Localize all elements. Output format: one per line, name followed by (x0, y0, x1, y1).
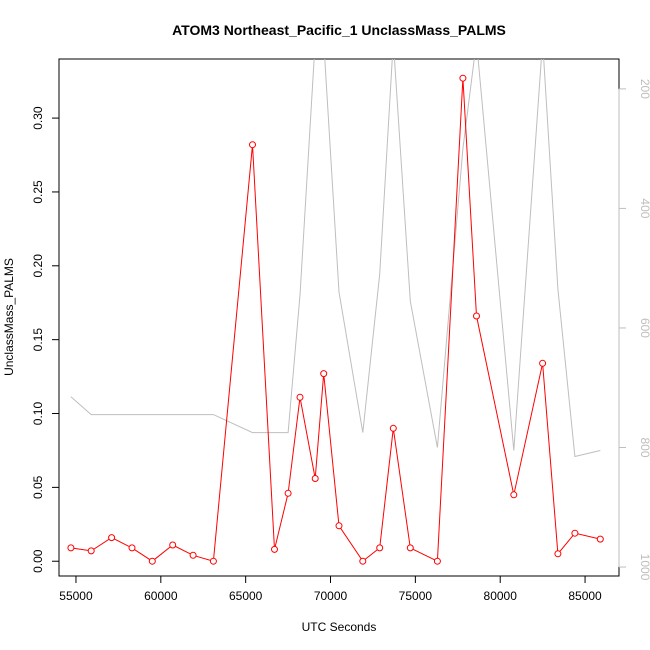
data-point (335, 522, 343, 530)
plot-area (67, 59, 604, 565)
y-axis-right: 200 400 600 800 1000 (618, 79, 650, 581)
data-point (406, 544, 414, 552)
data-point (189, 551, 197, 559)
y-tick-label: 0.00 (31, 549, 45, 573)
y-tick-label: 0.25 (31, 180, 45, 204)
chart-title: ATOM3 Northeast_Pacific_1 UnclassMass_PA… (172, 22, 506, 38)
data-point (473, 312, 480, 320)
y-axis-label: UnclassMass_PALMS (2, 258, 16, 376)
data-point (311, 475, 319, 482)
data-point (284, 489, 292, 497)
x-tick-label: 60000 (144, 589, 178, 603)
data-point (271, 545, 278, 553)
y2-tick-label: 600 (638, 318, 650, 338)
data-point (510, 491, 518, 499)
data-point (376, 544, 384, 552)
series-line (70, 78, 601, 562)
data-point (148, 557, 156, 565)
data-point (108, 534, 116, 542)
y2-tick-label: 200 (638, 79, 650, 99)
data-point (249, 141, 256, 149)
y-tick-label: 0.20 (31, 254, 45, 278)
y2-tick-label: 800 (638, 437, 650, 457)
data-point (433, 557, 441, 565)
x-tick-label: 80000 (484, 589, 518, 603)
data-point (554, 550, 562, 558)
x-tick-label: 55000 (59, 589, 93, 603)
y-tick-label: 0.15 (31, 328, 45, 352)
y-tick-label: 0.05 (31, 475, 45, 499)
y2-tick-label: 1000 (638, 554, 650, 581)
data-point (359, 557, 367, 565)
y2-tick-label: 400 (638, 198, 650, 218)
plot-frame (58, 58, 620, 577)
data-point (296, 393, 304, 401)
x-tick-label: 85000 (568, 589, 602, 603)
data-point (596, 535, 604, 543)
data-point (87, 547, 95, 555)
data-point (169, 541, 177, 549)
data-point (320, 370, 328, 378)
y-tick-label: 0.10 (31, 402, 45, 426)
data-point (128, 544, 136, 552)
data-point (67, 544, 75, 552)
data-point (209, 557, 217, 565)
series-points (67, 74, 604, 565)
y-tick-label: 0.30 (31, 106, 45, 130)
x-tick-label: 75000 (399, 589, 433, 603)
x-tick-label: 70000 (314, 589, 348, 603)
x-axis: 55000 60000 65000 70000 75000 80000 85000 (59, 575, 602, 603)
right-axis-series-line (70, 59, 601, 458)
data-point (571, 529, 579, 537)
x-tick-label: 65000 (229, 589, 263, 603)
data-point (389, 424, 397, 432)
y-axis-left: 0.00 0.05 0.10 0.15 0.20 0.25 0.30 (31, 106, 60, 573)
data-point (459, 74, 467, 82)
data-point (539, 359, 547, 367)
x-axis-label: UTC Seconds (302, 620, 377, 634)
